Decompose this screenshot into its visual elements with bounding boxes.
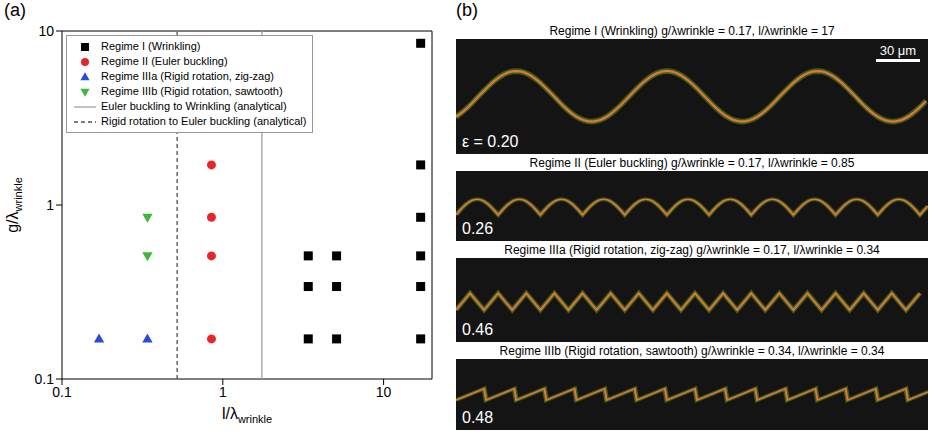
html-text:Regime II (Euler buckling): Regime II (Euler buckling) — [101, 55, 228, 67]
html-text:l/λwrinkle: l/λwrinkle — [221, 405, 273, 426]
html-text:0.26: 0.26 — [462, 220, 494, 238]
html-text:Regime I (Wrinkling) g/λwrinkl: Regime I (Wrinkling) g/λwrinkle = 0.17, … — [549, 24, 835, 38]
html-text:0.46: 0.46 — [462, 321, 494, 339]
html-text:ε = 0.20: ε = 0.20 — [462, 132, 519, 150]
html-text:30 μm: 30 μm — [879, 43, 917, 58]
html-text:g/λ: g/λ — [3, 211, 21, 233]
html-text:0.48: 0.48 — [462, 409, 494, 426]
html-text:Regime I (Wrinkling): Regime I (Wrinkling) — [101, 40, 201, 52]
html-text:(b): (b) — [456, 0, 478, 20]
svg-text:10: 10 — [376, 384, 392, 400]
html-text:Regime IIIb (Rigid rotation, s: Regime IIIb (Rigid rotation, sawtooth) — [101, 85, 283, 97]
html-text:wrinkle: wrinkle — [12, 177, 25, 212]
svg-text:0.1: 0.1 — [35, 371, 55, 387]
html-text:Euler buckling to Wrinkling (a: Euler buckling to Wrinkling (analytical) — [101, 100, 287, 112]
html-text:(a): (a) — [4, 0, 26, 20]
html-text:Regime II (Euler buckling) g/λ: Regime II (Euler buckling) g/λwrinkle = … — [529, 155, 855, 170]
html-text:Rigid rotation to Euler buckli: Rigid rotation to Euler buckling (analyt… — [101, 115, 307, 127]
svg-text:1: 1 — [46, 197, 54, 213]
svg-text:10: 10 — [38, 23, 54, 39]
svg-text:1: 1 — [219, 384, 227, 400]
svg-text:0.1: 0.1 — [52, 384, 72, 400]
html-text:Regime IIIb (Rigid rotation, s: Regime IIIb (Rigid rotation, sawtooth) g… — [499, 344, 885, 359]
html-text:Regime IIIa (Rigid rotation, z: Regime IIIa (Rigid rotation, zig-zag) g/… — [504, 243, 880, 258]
html-text:Regime IIIa (Rigid rotation, z: Regime IIIa (Rigid rotation, zig-zag) — [101, 70, 274, 82]
